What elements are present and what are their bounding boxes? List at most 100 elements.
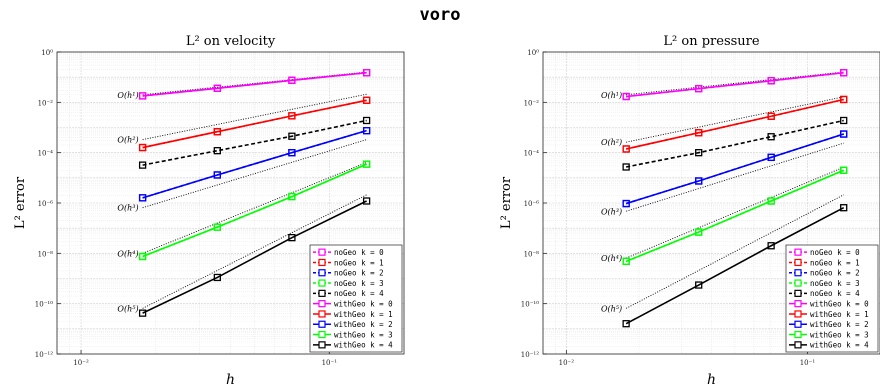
series-line bbox=[625, 169, 845, 263]
series-line bbox=[142, 119, 367, 166]
velocity-error-chart: O(h¹) O(h²) O(h³) O(h⁴) O(h⁵) 10⁰ 10⁻² 10⁻⁴ 10⁻⁶… bbox=[13, 34, 405, 388]
legend-entry-label: withGeo k = 1 bbox=[810, 310, 869, 319]
reference-slope-line bbox=[626, 96, 844, 143]
data-point-marker bbox=[695, 149, 703, 157]
legend-swatch-marker bbox=[794, 341, 802, 349]
legend-swatch-marker bbox=[318, 330, 326, 339]
data-point-marker bbox=[362, 197, 371, 205]
chart-title: L² on velocity bbox=[186, 34, 276, 49]
reference-slope-line bbox=[142, 162, 367, 254]
legend-entry-label: noGeo k = 1 bbox=[810, 258, 860, 267]
reference-slope-line bbox=[142, 194, 367, 309]
legend-entry-label: withGeo k = 3 bbox=[334, 330, 393, 339]
legend-swatch-marker bbox=[318, 341, 326, 349]
legend-swatch-marker bbox=[794, 269, 802, 277]
data-point-marker bbox=[840, 95, 848, 104]
data-point-marker bbox=[622, 145, 630, 153]
data-point-marker bbox=[138, 143, 147, 152]
data-point-marker bbox=[288, 233, 296, 242]
series-line bbox=[142, 99, 367, 149]
legend-swatch-marker bbox=[794, 300, 802, 308]
y-tick-label: 10⁻⁶ bbox=[524, 200, 540, 208]
series-line bbox=[625, 207, 845, 325]
x-tick-label: 10⁻¹ bbox=[322, 359, 338, 367]
legend-swatch-marker bbox=[318, 279, 326, 287]
data-point-marker bbox=[138, 309, 147, 317]
legend-entry-label: withGeo k = 2 bbox=[810, 320, 869, 329]
data-point-marker bbox=[288, 132, 296, 140]
y-tick-label: 10⁻¹² bbox=[35, 351, 53, 359]
reference-slope-line bbox=[625, 166, 844, 259]
data-point-marker bbox=[213, 128, 221, 136]
legend-swatch-marker bbox=[794, 320, 802, 328]
legend-entry-label: withGeo k = 1 bbox=[334, 310, 393, 319]
y-tick-label: 10⁻⁶ bbox=[38, 200, 54, 208]
data-point-marker bbox=[767, 197, 775, 205]
legend-entry-label: noGeo k = 2 bbox=[334, 269, 384, 278]
series-line bbox=[625, 119, 844, 168]
data-point-marker bbox=[840, 204, 848, 212]
reference-slope-label: O(h³) bbox=[117, 204, 138, 213]
legend-entry-label: withGeo k = 0 bbox=[334, 299, 393, 308]
data-point-marker bbox=[362, 116, 371, 125]
legend-entry-label: noGeo k = 0 bbox=[810, 248, 860, 257]
reference-slope-line bbox=[142, 139, 367, 209]
legend-swatch-marker bbox=[318, 300, 326, 308]
y-tick-label: 10⁻⁸ bbox=[38, 250, 54, 258]
y-tick-label: 10⁻⁴ bbox=[38, 150, 54, 158]
data-point-marker bbox=[695, 129, 703, 137]
x-axis-label: h bbox=[707, 372, 716, 388]
x-tick-label: 10⁻² bbox=[73, 359, 89, 367]
y-tick-label: 10⁰ bbox=[41, 49, 53, 57]
series-line bbox=[625, 133, 844, 205]
y-tick-label: 10⁻⁴ bbox=[524, 150, 540, 158]
data-point-marker bbox=[622, 320, 630, 328]
legend-swatch-marker bbox=[794, 330, 802, 339]
legend-entry-label: withGeo k = 0 bbox=[810, 299, 869, 308]
legend-swatch-marker bbox=[794, 289, 802, 297]
reference-slope-label: O(h³) bbox=[601, 207, 622, 216]
legend-entry-label: noGeo k = 3 bbox=[334, 279, 384, 288]
legend-entry-label: withGeo k = 4 bbox=[810, 341, 869, 350]
data-point-marker bbox=[840, 166, 848, 174]
data-point-marker bbox=[622, 92, 630, 101]
data-point-marker bbox=[213, 147, 221, 155]
data-point-marker bbox=[767, 242, 775, 250]
legend-swatch-marker bbox=[318, 248, 326, 256]
data-point-marker bbox=[213, 273, 221, 282]
data-point-marker bbox=[288, 76, 296, 84]
reference-slope-label: O(h⁵) bbox=[117, 304, 138, 313]
series-line bbox=[625, 98, 844, 150]
data-point-marker bbox=[362, 69, 371, 77]
reference-slope-label: O(h⁴) bbox=[601, 254, 622, 263]
series-line bbox=[142, 129, 367, 199]
legend-swatch-marker bbox=[794, 258, 802, 267]
data-point-marker bbox=[288, 149, 296, 157]
reference-slope-line bbox=[626, 142, 844, 212]
data-point-marker bbox=[695, 228, 703, 236]
x-tick-label: 10⁻¹ bbox=[800, 359, 816, 367]
reference-slope-label: O(h¹) bbox=[601, 91, 622, 100]
data-point-marker bbox=[622, 163, 630, 171]
reference-slope-label: O(h⁴) bbox=[117, 249, 138, 258]
legend-swatch-marker bbox=[318, 269, 326, 277]
series-line bbox=[626, 71, 844, 98]
data-point-marker bbox=[622, 257, 630, 266]
series-line bbox=[142, 200, 367, 314]
data-point-marker bbox=[695, 84, 703, 93]
data-point-marker bbox=[767, 77, 775, 85]
pressure-error-chart: O(h¹) O(h²) O(h³) O(h⁴) O(h⁵) 10⁰ 10⁻² 10⁻⁴ 10⁻⁶… bbox=[499, 34, 880, 388]
y-axis-label: L² error bbox=[13, 176, 28, 229]
data-point-marker bbox=[622, 199, 630, 208]
legend-swatch-marker bbox=[318, 320, 326, 328]
reference-slope-label: O(h⁵) bbox=[601, 304, 622, 313]
legend-entry-label: noGeo k = 4 bbox=[810, 289, 860, 298]
legend-swatch-marker bbox=[794, 279, 802, 287]
data-point-marker bbox=[288, 192, 296, 201]
y-axis-label: L² error bbox=[499, 176, 514, 229]
y-tick-label: 10⁻¹⁰ bbox=[521, 301, 539, 309]
y-tick-label: 10⁻² bbox=[38, 99, 54, 107]
legend-swatch-marker bbox=[318, 310, 326, 318]
